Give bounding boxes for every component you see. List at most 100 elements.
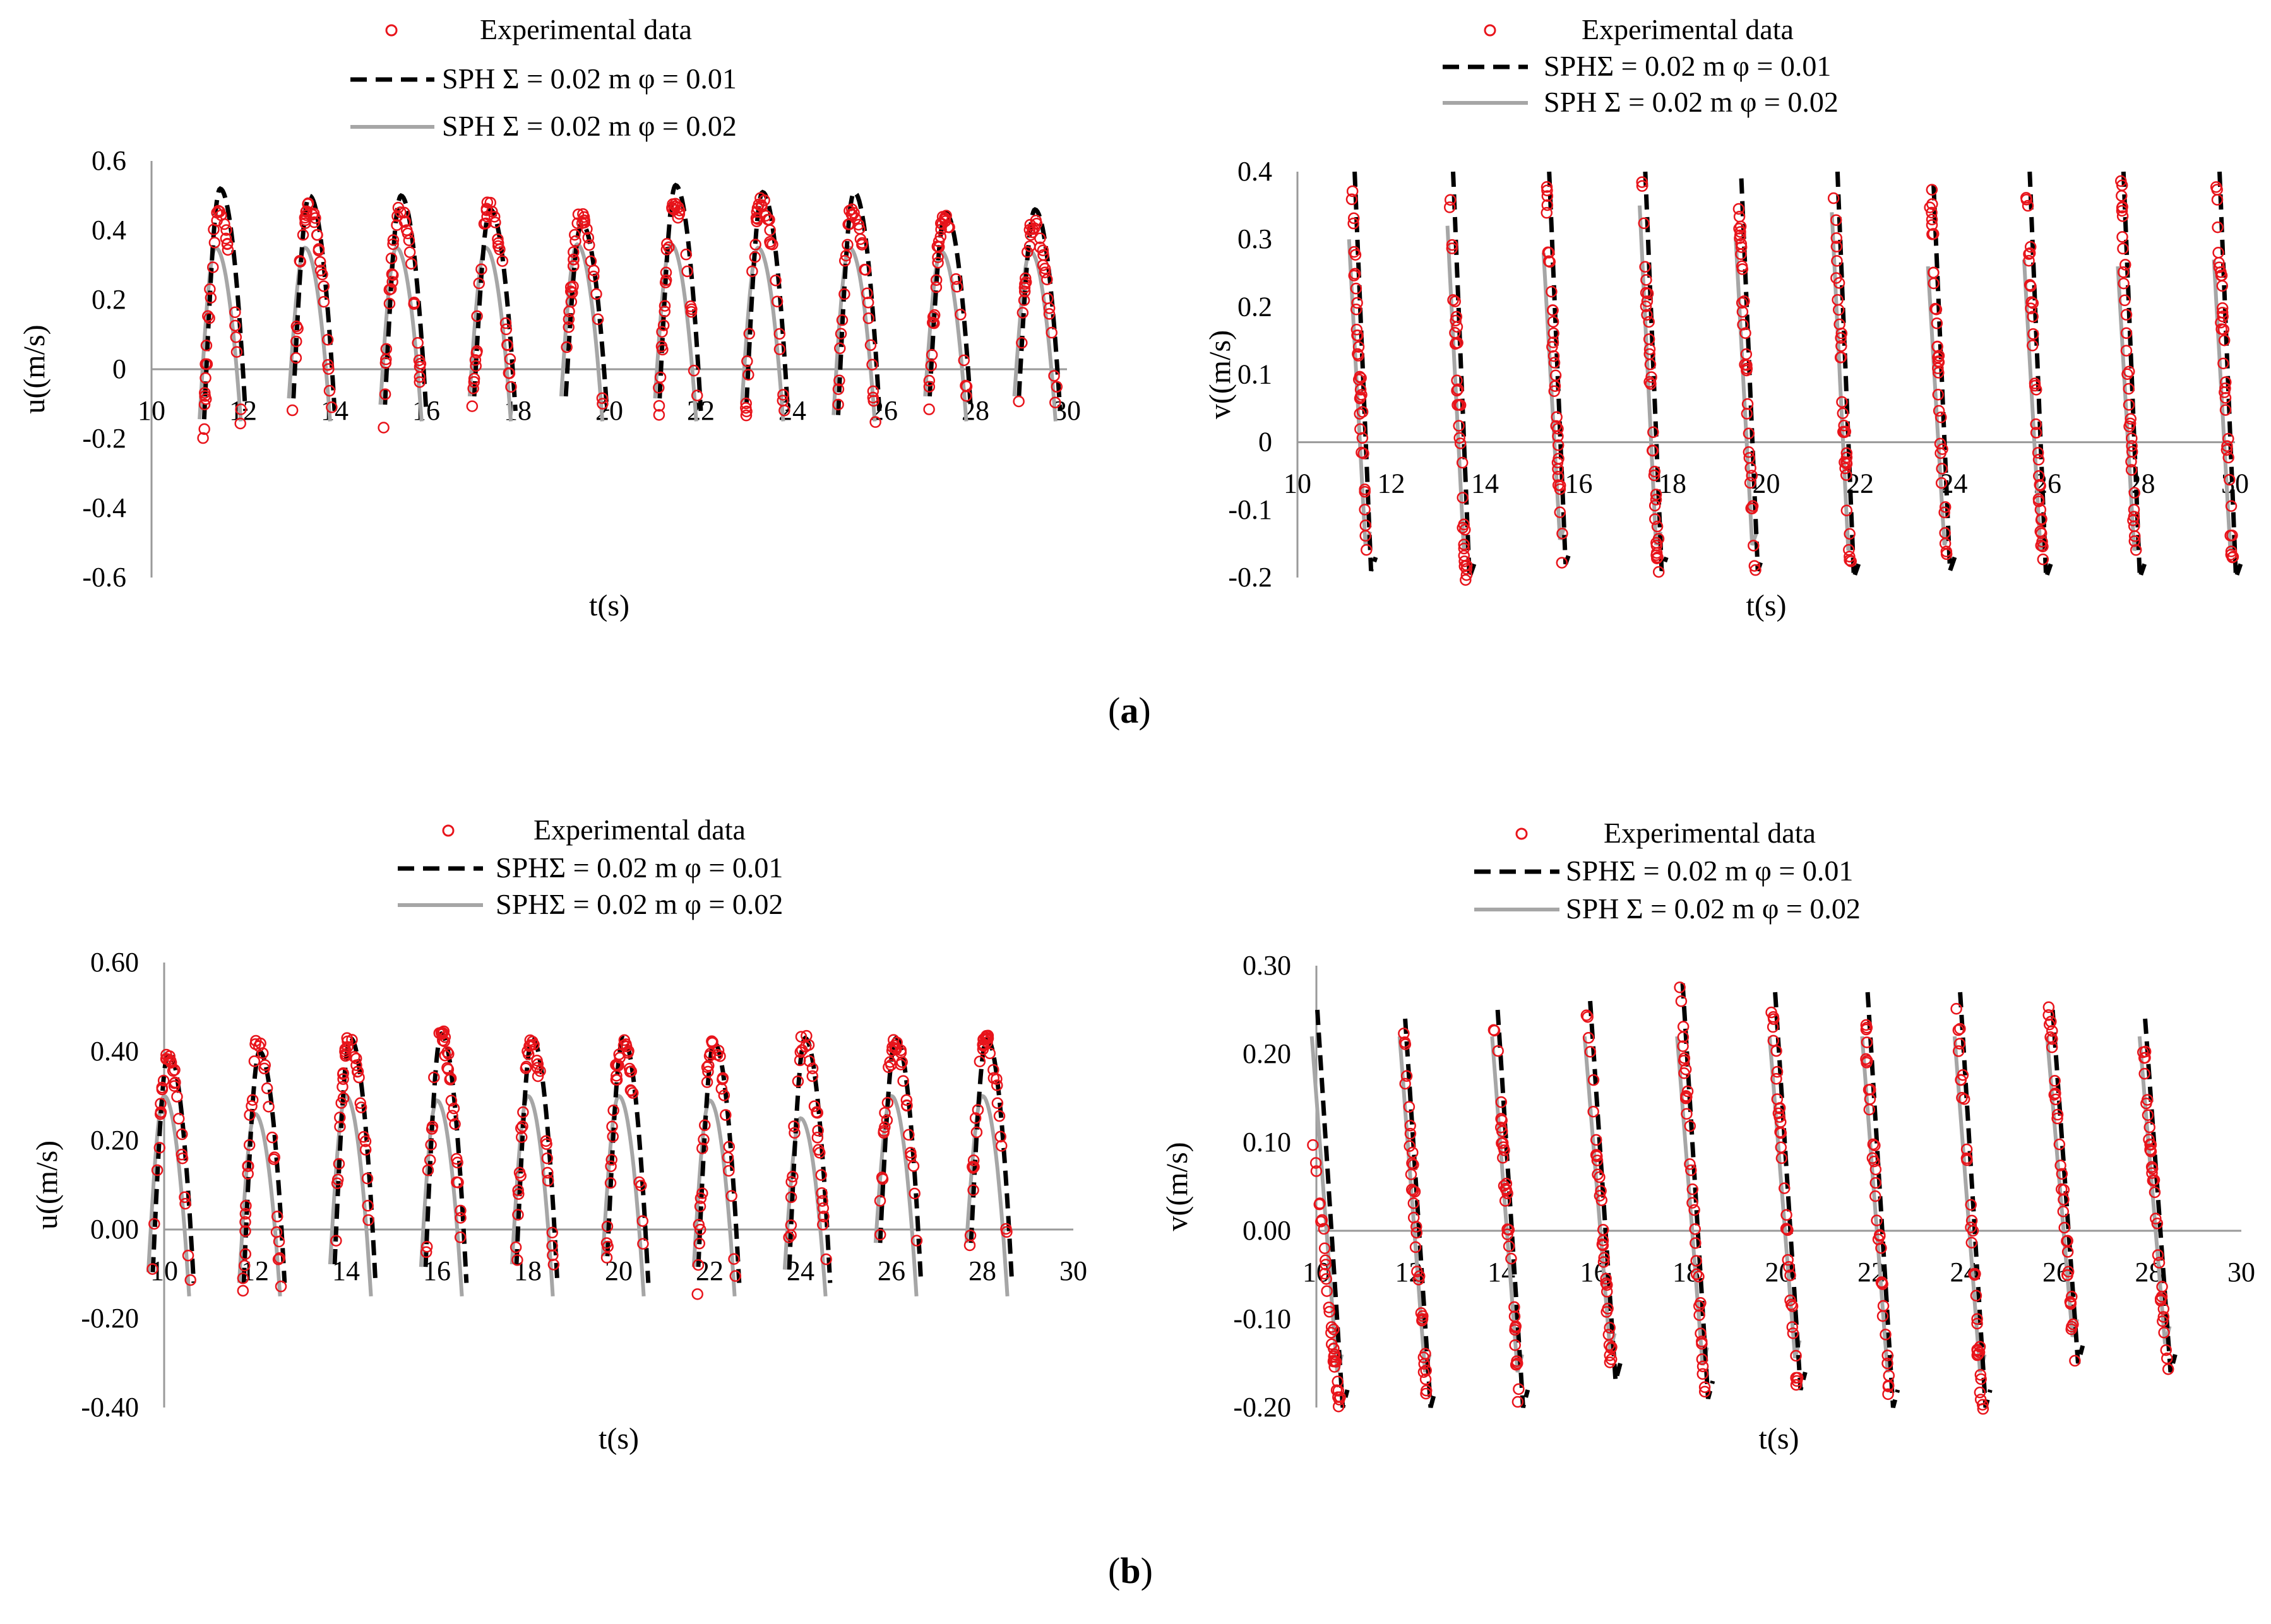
experimental-point: [1831, 255, 1843, 267]
experimental-point: [1736, 297, 1748, 309]
experimental-point: [1781, 1223, 1794, 1236]
chart-a-v: 0.40.30.20.10-0.1-0.210 12 14 16 18 20 22 24 26 2…: [1203, 13, 2249, 622]
experimental-point: [2066, 1291, 2078, 1303]
sph1-curve: [1739, 178, 1765, 572]
experimental-point: [995, 1140, 1008, 1152]
experimental-point: [1926, 184, 1938, 196]
experimental-point: [1509, 1324, 1521, 1336]
experimental-point: [2139, 1045, 2152, 1058]
experimental-point: [1775, 1141, 1787, 1154]
experimental-point: [1971, 1317, 1983, 1330]
sph1-curve: [1403, 1018, 1438, 1408]
experimental-point: [1977, 1399, 1989, 1411]
experimental-point: [701, 1061, 713, 1074]
experimental-point: [455, 1204, 467, 1217]
legend-label: SPH Σ = 0.02 m φ = 0.01: [442, 62, 737, 95]
experimental-point: [717, 1073, 729, 1086]
x-tick-label: 16: [1565, 468, 1593, 499]
experimental-point: [852, 218, 865, 231]
experimental-point: [840, 249, 852, 262]
experimental-point: [1549, 369, 1562, 382]
experimental-point: [294, 254, 306, 267]
experimental-point: [1501, 1228, 1513, 1240]
experimental-point: [1690, 1237, 1702, 1249]
experimental-point: [321, 334, 334, 346]
legend-label: Experimental data: [480, 13, 692, 45]
experimental-point: [1018, 282, 1031, 294]
experimental-point: [237, 1272, 249, 1284]
experimental-point: [1420, 1387, 1432, 1400]
legend-label: Experimental data: [533, 814, 746, 846]
experimental-point: [1933, 405, 1945, 417]
experimental-point: [1882, 1379, 1895, 1392]
experimental-point: [1415, 1307, 1428, 1319]
experimental-point: [838, 254, 851, 267]
experimental-point: [313, 243, 325, 255]
experimental-point: [340, 1050, 352, 1062]
experimental-point: [833, 374, 845, 387]
experimental-point: [785, 1176, 797, 1188]
experimental-point: [987, 1072, 1000, 1084]
experimental-point: [1351, 329, 1363, 341]
experimental-point: [1323, 1306, 1335, 1318]
experimental-point: [799, 1040, 812, 1053]
experimental-point: [1542, 255, 1555, 268]
experimental-point: [660, 244, 673, 256]
experimental-point: [587, 270, 600, 283]
legend-label: SPH Σ = 0.02 m φ = 0.02: [1544, 86, 1839, 118]
experimental-point: [2225, 500, 2238, 513]
experimental-point: [1453, 420, 1465, 432]
sph2-curve: [1952, 1036, 1987, 1373]
experimental-point: [1932, 355, 1945, 367]
experimental-point: [286, 404, 299, 417]
sph2-curve: [328, 1094, 373, 1296]
experimental-point: [1354, 408, 1366, 420]
cycle: [2210, 171, 2243, 579]
sph2-curve: [691, 1098, 737, 1296]
experimental-point: [2217, 357, 2229, 370]
cycle: [328, 1032, 378, 1296]
experimental-point: [428, 1071, 440, 1084]
experimental-point: [624, 1084, 637, 1096]
experimental-point: [1790, 1378, 1803, 1391]
experimental-point: [1547, 316, 1559, 328]
experimental-point: [198, 398, 211, 411]
experimental-point: [2215, 270, 2227, 282]
experimental-point: [1643, 348, 1655, 360]
experimental-point: [1347, 212, 1360, 224]
experimental-point: [2119, 259, 2131, 271]
experimental-point: [585, 255, 597, 268]
experimental-point: [1453, 432, 1465, 444]
experimental-point: [578, 214, 590, 227]
experimental-point: [618, 1034, 631, 1046]
experimental-point: [1541, 184, 1553, 196]
experimental-point: [1596, 1238, 1609, 1250]
experimental-point: [2227, 550, 2239, 563]
experimental-point: [470, 360, 482, 372]
experimental-point: [337, 1068, 349, 1080]
experimental-point: [930, 274, 943, 286]
experimental-point: [1320, 1254, 1332, 1267]
experimental-point: [2032, 493, 2045, 505]
experimental-point: [1770, 1045, 1782, 1057]
experimental-point: [785, 1229, 797, 1242]
experimental-point: [626, 1087, 639, 1099]
experimental-point: [1405, 1183, 1418, 1196]
experimental-point: [693, 1219, 705, 1231]
experimental-point: [901, 1099, 913, 1111]
experimental-point: [2143, 1134, 2155, 1146]
experimental-point: [1021, 246, 1034, 258]
experimental-point: [471, 345, 483, 357]
experimental-point: [572, 208, 585, 220]
sph1-curve: [2121, 171, 2147, 579]
experimental-point: [1554, 483, 1566, 495]
experimental-point: [311, 229, 323, 241]
experimental-point: [1352, 341, 1365, 353]
cycle: [1345, 171, 1378, 572]
experimental-point: [2216, 302, 2229, 314]
experimental-point: [1971, 1344, 1983, 1356]
experimental-point: [318, 280, 330, 292]
y-tick-label: -0.4: [82, 492, 126, 523]
experimental-point: [1346, 185, 1359, 198]
experimental-point: [1013, 395, 1025, 408]
